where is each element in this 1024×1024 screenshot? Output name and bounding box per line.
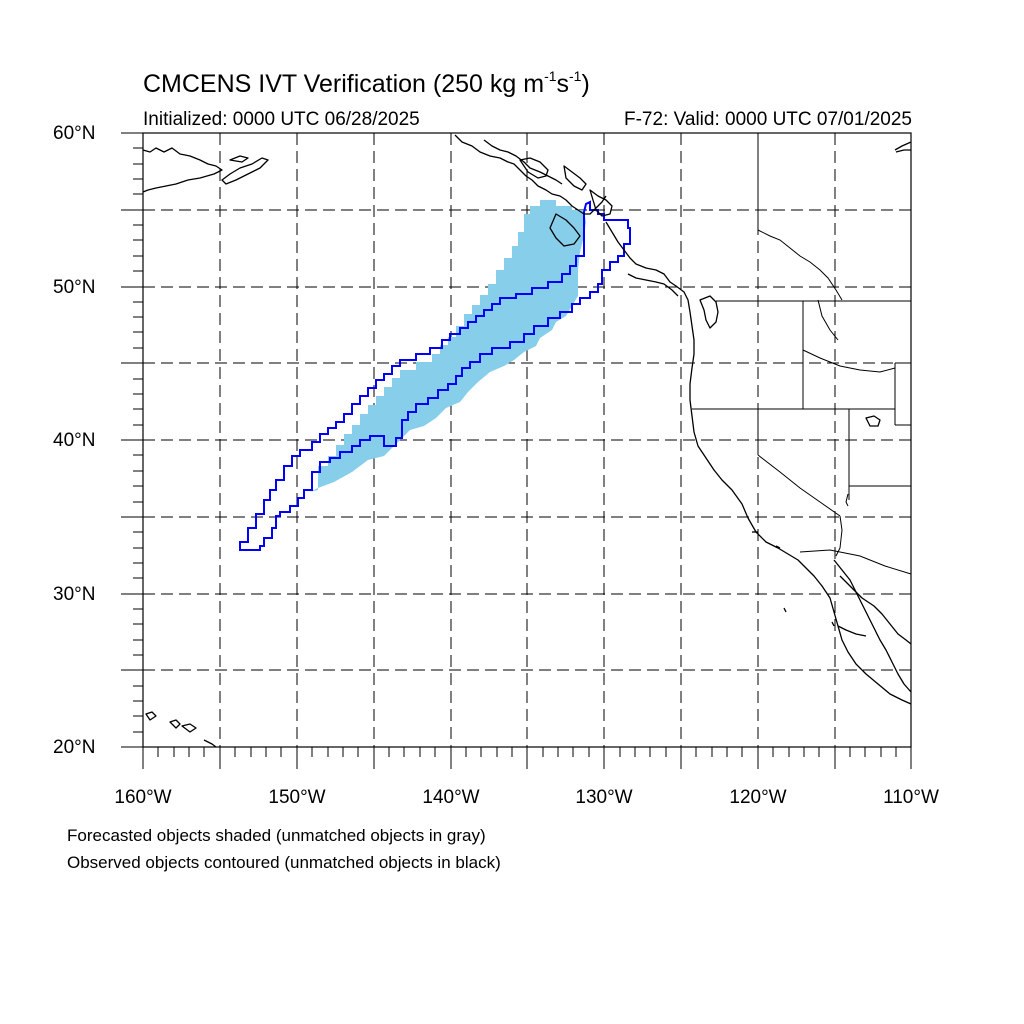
coastlines: [142, 134, 912, 748]
observed-note: Observed objects contoured (unmatched ob…: [67, 853, 501, 872]
lon-label-110w: 110°W: [883, 787, 939, 808]
map-title: CMCENS IVT Verification (250 kg m-1s-1): [143, 67, 590, 98]
valid-time: F-72: Valid: 0000 UTC 07/01/2025: [624, 109, 912, 130]
lat-label-60n: 60°N: [53, 123, 96, 144]
lat-label-40n: 40°N: [53, 430, 96, 451]
lon-label-140w: 140°W: [422, 787, 480, 808]
forecast-note: Forecasted objects shaded (unmatched obj…: [67, 826, 486, 845]
initialized-time: Initialized: 0000 UTC 06/28/2025: [143, 109, 420, 130]
lon-label-160w: 160°W: [114, 787, 172, 808]
lat-label-20n: 20°N: [53, 737, 96, 758]
state-borders: [692, 133, 912, 575]
lon-label-130w: 130°W: [575, 787, 633, 808]
lon-label-150w: 150°W: [268, 787, 326, 808]
lat-label-30n: 30°N: [53, 584, 96, 605]
lon-label-120w: 120°W: [729, 787, 787, 808]
forecast-ivt-object: [310, 200, 586, 492]
lat-label-50n: 50°N: [53, 277, 96, 298]
axis-ticks: [121, 132, 912, 769]
observed-ivt-object: [239, 200, 631, 551]
